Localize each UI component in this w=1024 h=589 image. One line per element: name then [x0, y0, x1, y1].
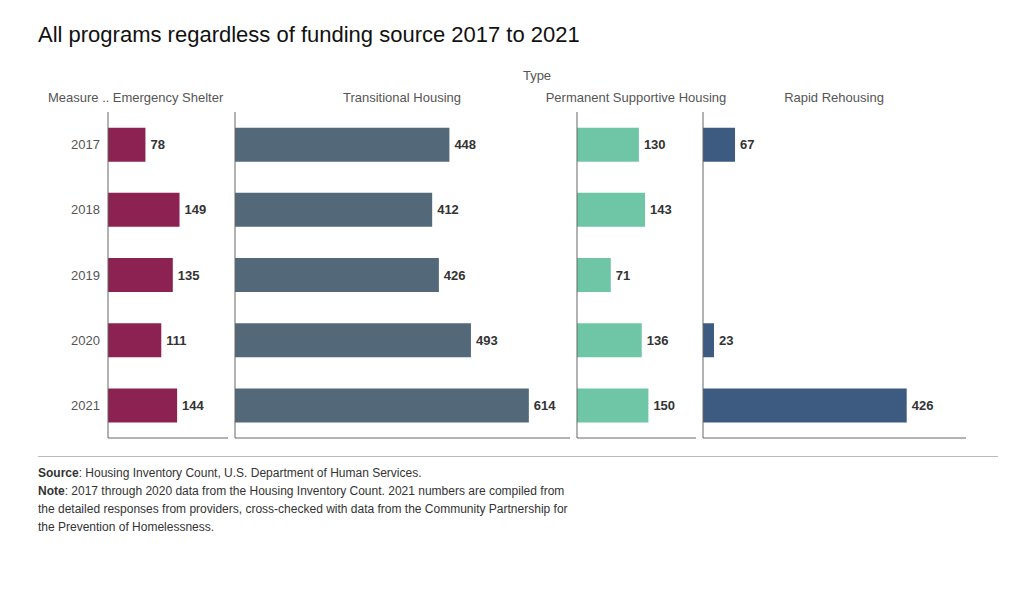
svg-text:448: 448 [454, 137, 476, 152]
html-text:Type: Type [522, 68, 552, 83]
html-text:Source: Housing Inventory Coun: Source: Housing Inventory Count, U.S. De… [38, 466, 422, 480]
svg-text:23: 23 [719, 333, 733, 348]
svg-text:78: 78 [150, 137, 164, 152]
svg-text:130: 130 [644, 137, 666, 152]
svg-text:149: 149 [185, 202, 207, 217]
svg-text:71: 71 [616, 268, 630, 283]
html-text:Measure .. Emergency Shelter: Measure .. Emergency Shelter [48, 90, 224, 105]
html-text:Note: 2017 through 2020 data f: Note: 2017 through 2020 data from the Ho… [38, 484, 568, 534]
html-text:All programs regardless of fun: All programs regardless of funding sourc… [38, 22, 580, 47]
svg-text:493: 493 [476, 333, 498, 348]
svg-text:143: 143 [650, 202, 672, 217]
svg-text:2020: 2020 [71, 333, 100, 348]
svg-text:150: 150 [653, 398, 675, 413]
svg-text:136: 136 [647, 333, 669, 348]
svg-text:2021: 2021 [71, 398, 100, 413]
svg-text:614: 614 [534, 398, 556, 413]
svg-text:2017: 2017 [71, 137, 100, 152]
svg-text:135: 135 [178, 268, 200, 283]
svg-text:111: 111 [166, 333, 186, 348]
html-text:Transitional Housing: Transitional Housing [343, 90, 461, 105]
html-text:Permanent Supportive Housing: Permanent Supportive Housing [545, 90, 727, 105]
html-text:Rapid Rehousing: Rapid Rehousing [784, 90, 884, 105]
svg-text:412: 412 [437, 202, 459, 217]
svg-text:2018: 2018 [71, 202, 100, 217]
svg-text:144: 144 [182, 398, 204, 413]
svg-text:426: 426 [444, 268, 466, 283]
svg-text:426: 426 [912, 398, 934, 413]
svg-text:67: 67 [740, 137, 754, 152]
svg-text:2019: 2019 [71, 268, 100, 283]
